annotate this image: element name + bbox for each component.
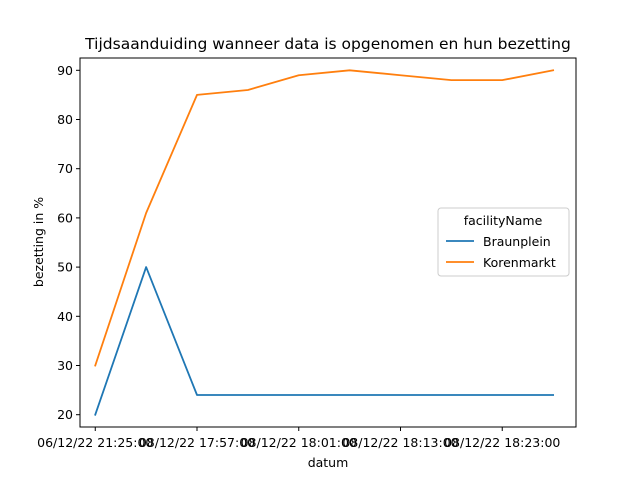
y-tick-label: 20 [57, 407, 73, 422]
legend-label-korenmarkt: Korenmarkt [483, 255, 556, 270]
legend-entries: Braunplein Korenmarkt [446, 234, 556, 270]
x-tick-label: 08/12/22 18:23:00 [444, 435, 560, 450]
y-tick-label: 70 [57, 161, 73, 176]
legend: facilityName Braunplein Korenmarkt [437, 207, 570, 277]
legend-title: facilityName [464, 213, 543, 228]
x-tick-label: 08/12/22 17:57:00 [139, 435, 255, 450]
y-tick-label: 50 [57, 260, 73, 275]
series-lines [94, 69, 555, 416]
x-tick-label: 08/12/22 18:13:00 [342, 435, 458, 450]
x-tick-label: 06/12/22 21:25:00 [37, 435, 153, 450]
legend-label-braunplein: Braunplein [483, 234, 551, 249]
y-axis-label: bezetting in % [31, 197, 46, 287]
axes-frame [79, 57, 577, 428]
y-axis-ticks: 20 30 40 50 60 70 80 90 [57, 63, 80, 422]
y-tick-label: 80 [57, 112, 73, 127]
x-tick-label: 08/12/22 18:01:00 [241, 435, 357, 450]
y-tick-label: 30 [57, 358, 73, 373]
y-tick-label: 40 [57, 309, 73, 324]
series-line-braunplein [94, 266, 555, 416]
chart-title: Tijdsaanduiding wanneer data is opgenome… [84, 35, 571, 53]
x-axis-label: datum [308, 455, 349, 470]
y-tick-label: 90 [57, 63, 73, 78]
series-line-korenmarkt [94, 69, 555, 367]
y-tick-label: 60 [57, 210, 73, 225]
legend-box [437, 207, 570, 277]
